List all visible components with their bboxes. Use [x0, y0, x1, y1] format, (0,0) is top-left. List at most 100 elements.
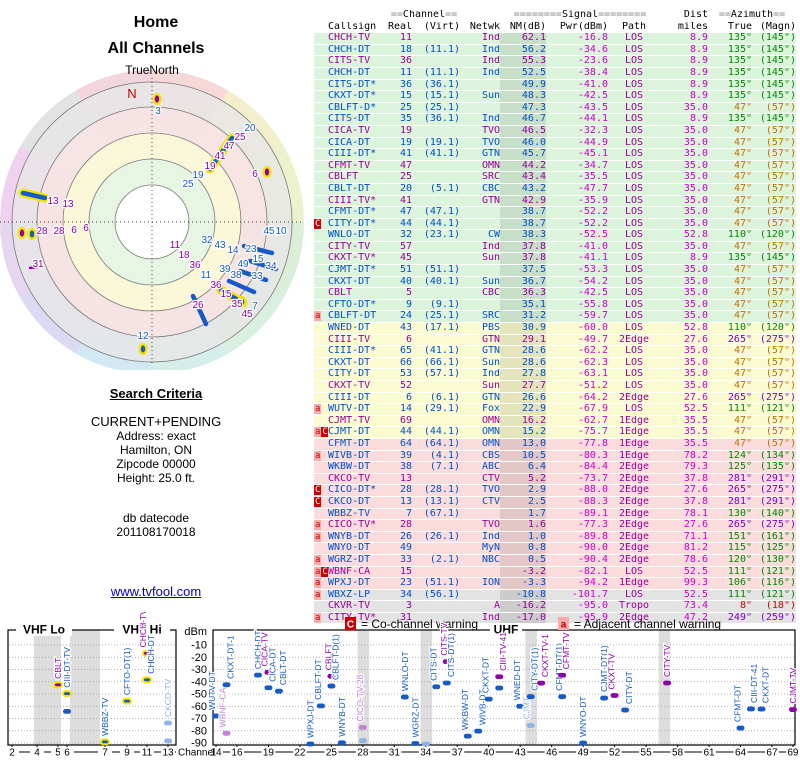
signal-marker — [411, 741, 420, 746]
col-nm: 28.6 — [500, 357, 546, 370]
col-true-azimuth: 47° — [708, 171, 752, 184]
col-path: LOS — [608, 589, 660, 602]
callsign-label: CITS-DT(1) — [446, 633, 456, 677]
table-row: CITY-DT 53 (57.1) Ind 27.8 -63.1 LOS 35.0 47° (57… — [314, 368, 796, 381]
radar-channel-label: 36 — [189, 260, 201, 271]
col-true-azimuth: 111° — [708, 403, 752, 416]
col-virt: (44.1) — [412, 218, 460, 231]
col-callsign: CITY-DT* — [328, 218, 388, 231]
radar-signal-marker — [27, 227, 37, 240]
col-true-azimuth: 265° — [708, 519, 752, 532]
col-magn-azimuth: (130°) — [752, 554, 796, 567]
col-pwr: -52.2 — [546, 218, 608, 231]
col-nm: 2.5 — [500, 496, 546, 509]
col-netwk: SRC — [460, 171, 500, 184]
col-pwr: -60.0 — [546, 322, 608, 335]
radar-signal-marker — [262, 165, 272, 178]
col-magn-azimuth: (145°) — [752, 44, 796, 57]
search-criteria-line: Hamilton, ON — [119, 443, 193, 457]
col-nm: 36.3 — [500, 287, 546, 300]
signal-marker — [432, 684, 441, 690]
col-virt: (56.1) — [412, 589, 460, 602]
radar-channel-label: 10 — [275, 226, 287, 237]
col-dist: 8.9 — [660, 55, 708, 68]
table-header-cell: miles — [660, 21, 708, 34]
signal-marker — [495, 674, 504, 680]
warning-marker-cell — [314, 67, 328, 80]
signal-marker — [610, 693, 619, 698]
col-dist: 99.3 — [660, 577, 708, 590]
col-path: LOS — [608, 252, 660, 266]
col-path: LOS — [608, 345, 660, 358]
callsign-label: CICA-DT — [267, 647, 277, 681]
col-pwr: -62.2 — [546, 345, 608, 358]
col-dist: 35.0 — [660, 137, 708, 150]
col-real: 47 — [388, 206, 412, 219]
x-tick-label: 49 — [578, 748, 590, 759]
col-pwr: -90.4 — [546, 554, 608, 567]
callsign-label: CBLFT — [323, 643, 333, 670]
col-magn-azimuth: (57°) — [752, 287, 796, 300]
col-path: 2Edge — [608, 519, 660, 532]
signal-marker — [316, 703, 325, 709]
col-magn-azimuth: (57°) — [752, 148, 796, 161]
signal-marker — [495, 685, 504, 691]
x-tick-plate — [607, 747, 622, 757]
col-dist: 35.0 — [660, 102, 708, 115]
col-magn-azimuth: (57°) — [752, 357, 796, 370]
col-magn-azimuth: (291°) — [752, 496, 796, 509]
col-callsign: CITS-TV — [328, 55, 388, 68]
table-header-cell: (Magn) — [752, 21, 796, 34]
col-path: LOS — [608, 566, 660, 579]
radar-channel-label: 14 — [227, 245, 239, 256]
table-row: a CBLFT-DT 24 (25.1) SRC 31.2 -59.7 LOS 35.0 47°(… — [314, 310, 796, 324]
col-netwk — [460, 102, 500, 115]
col-nm: 42.9 — [500, 195, 546, 208]
x-tick-label: 46 — [546, 748, 558, 759]
signal-marker — [757, 706, 766, 712]
col-netwk: A — [460, 600, 500, 613]
col-virt: (13.1) — [412, 496, 460, 509]
warning-marker-cell — [314, 44, 328, 57]
col-path: LOS — [608, 113, 660, 126]
col-dist: 35.0 — [660, 160, 708, 173]
col-netwk: Ind — [460, 67, 500, 80]
col-magn-azimuth: (57°) — [752, 415, 796, 428]
col-path: LOS — [608, 55, 660, 68]
warning-marker-cell — [314, 368, 328, 381]
col-callsign: CHCH-TV — [328, 32, 388, 45]
signal-marker — [306, 741, 315, 747]
col-pwr: -59.7 — [546, 310, 608, 324]
col-dist: 35.0 — [660, 310, 708, 324]
col-virt — [412, 473, 460, 486]
vhf-chart-border — [7, 629, 177, 746]
col-netwk: CTV — [460, 473, 500, 486]
table-row: WNLO-DT 32 (23.1) CW 38.3 -52.5 LOS 52.8 110° (12… — [314, 229, 796, 242]
x-tick-label: 14 — [210, 748, 222, 759]
col-path: LOS — [608, 148, 660, 161]
col-magn-azimuth: (145°) — [752, 55, 796, 68]
tvfool-link[interactable]: www.tvfool.com — [110, 584, 202, 599]
col-path: 2Edge — [608, 612, 660, 625]
col-nm: 45.7 — [500, 148, 546, 161]
col-magn-azimuth: (57°) — [752, 345, 796, 358]
callsign-label: WIVB-DT — [477, 689, 487, 725]
col-dist: 52.5 — [660, 403, 708, 416]
col-callsign: CKCO-TV — [328, 473, 388, 486]
col-netwk: Ind — [460, 368, 500, 381]
col-dist: 35.0 — [660, 357, 708, 370]
col-pwr: -94.2 — [546, 577, 608, 590]
col-virt — [412, 252, 460, 266]
callsign-label: WPXJ-DT — [305, 700, 315, 738]
signal-marker — [400, 694, 409, 700]
col-real: 45 — [388, 252, 412, 266]
radar-channel-label: 23 — [245, 244, 257, 255]
callsign-label: CIII-TV-41 — [498, 632, 508, 671]
callsign-label: CFMT-TV — [561, 632, 571, 669]
radar-signal-bar — [237, 268, 269, 283]
col-dist: 35.0 — [660, 195, 708, 208]
page-subtitle: All Channels — [107, 40, 205, 57]
col-pwr: -77.3 — [546, 519, 608, 532]
col-path: 2Edge — [608, 554, 660, 567]
